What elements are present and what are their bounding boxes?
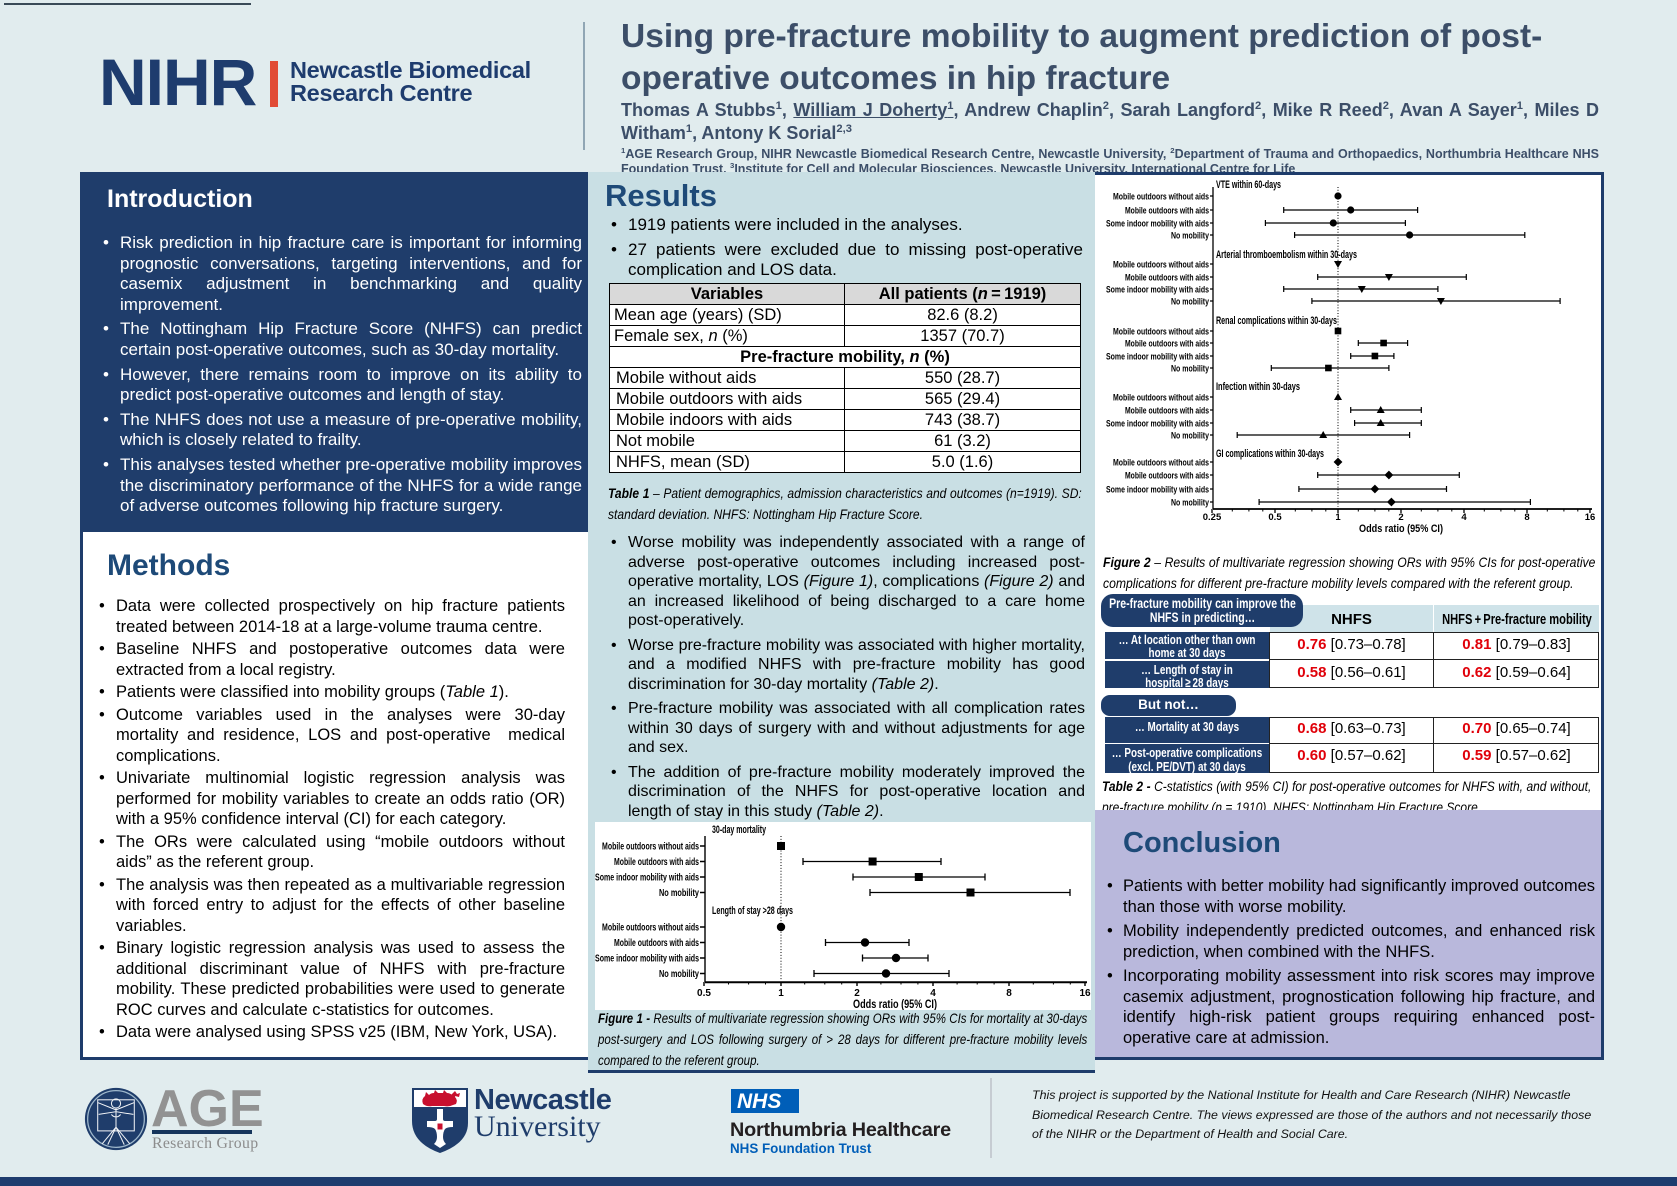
svg-text:Odds ratio (95% CI): Odds ratio (95% CI) xyxy=(853,997,937,1010)
svg-text:0.25: 0.25 xyxy=(1203,512,1222,523)
svg-text:16: 16 xyxy=(1079,988,1091,999)
svg-text:4: 4 xyxy=(930,988,936,999)
svg-text:16: 16 xyxy=(1585,512,1596,523)
svg-text:Mobile outdoors without aids: Mobile outdoors without aids xyxy=(1113,392,1209,403)
svg-text:GI complications within 30-day: GI complications within 30-days xyxy=(1216,448,1324,460)
svg-text:Mobile outdoors without aids: Mobile outdoors without aids xyxy=(1113,326,1209,337)
svg-text:No mobility: No mobility xyxy=(1171,363,1210,374)
svg-text:Mobile outdoors with aids: Mobile outdoors with aids xyxy=(1125,205,1209,216)
svg-text:No mobility: No mobility xyxy=(1171,430,1210,441)
svg-text:Some indoor mobility with aids: Some indoor mobility with aids xyxy=(1106,418,1209,429)
svg-text:Mobile outdoors with aids: Mobile outdoors with aids xyxy=(1125,272,1209,283)
svg-text:Some indoor mobility with aids: Some indoor mobility with aids xyxy=(1106,218,1209,229)
svg-text:Some indoor mobility with aids: Some indoor mobility with aids xyxy=(1106,351,1209,362)
svg-text:Mobile outdoors with aids: Mobile outdoors with aids xyxy=(1125,470,1209,481)
svg-text:Mobile outdoors with aids: Mobile outdoors with aids xyxy=(1125,338,1209,349)
svg-text:1: 1 xyxy=(778,988,784,999)
svg-text:No mobility: No mobility xyxy=(1171,497,1210,508)
svg-text:Some indoor mobility with aids: Some indoor mobility with aids xyxy=(595,873,699,884)
svg-text:0.5: 0.5 xyxy=(1268,512,1282,523)
svg-text:Infection within 30-days: Infection within 30-days xyxy=(1216,381,1300,393)
svg-text:30-day mortality: 30-day mortality xyxy=(712,824,767,836)
svg-text:Mobile outdoors without aids: Mobile outdoors without aids xyxy=(1113,457,1209,468)
svg-text:No mobility: No mobility xyxy=(659,888,699,899)
svg-text:1: 1 xyxy=(1335,512,1341,523)
svg-text:4: 4 xyxy=(1461,512,1467,523)
svg-text:Mobile outdoors without aids: Mobile outdoors without aids xyxy=(602,842,699,853)
svg-text:Odds ratio (95% CI): Odds ratio (95% CI) xyxy=(1359,523,1443,535)
svg-text:Length of stay >28 days: Length of stay >28 days xyxy=(712,905,793,917)
svg-text:VTE within 60-days: VTE within 60-days xyxy=(1216,179,1281,191)
svg-text:8: 8 xyxy=(1524,512,1529,523)
svg-text:8: 8 xyxy=(1006,988,1012,999)
svg-text:Some indoor mobility with aids: Some indoor mobility with aids xyxy=(595,954,699,965)
svg-text:2: 2 xyxy=(1398,512,1403,523)
svg-text:Renal complications within 30-: Renal complications within 30-days xyxy=(1216,315,1337,327)
svg-text:Some indoor mobility with aids: Some indoor mobility with aids xyxy=(1106,284,1209,295)
svg-text:Mobile outdoors without aids: Mobile outdoors without aids xyxy=(602,923,699,934)
svg-text:Mobile outdoors without aids: Mobile outdoors without aids xyxy=(1113,191,1209,202)
svg-text:Mobile outdoors without aids: Mobile outdoors without aids xyxy=(1113,259,1209,270)
svg-text:Mobile outdoors with aids: Mobile outdoors with aids xyxy=(614,938,699,949)
svg-text:No mobility: No mobility xyxy=(1171,296,1210,307)
svg-text:0.5: 0.5 xyxy=(697,988,711,999)
svg-text:Some indoor mobility with aids: Some indoor mobility with aids xyxy=(1106,484,1209,495)
svg-text:2: 2 xyxy=(854,988,860,999)
svg-text:Mobile outdoors with aids: Mobile outdoors with aids xyxy=(1125,405,1209,416)
svg-text:No mobility: No mobility xyxy=(1171,230,1210,241)
svg-text:Mobile outdoors with aids: Mobile outdoors with aids xyxy=(614,857,699,868)
svg-text:No mobility: No mobility xyxy=(659,969,699,980)
svg-text:Arterial thromboembolism withi: Arterial thromboembolism within 30-days xyxy=(1216,249,1357,261)
